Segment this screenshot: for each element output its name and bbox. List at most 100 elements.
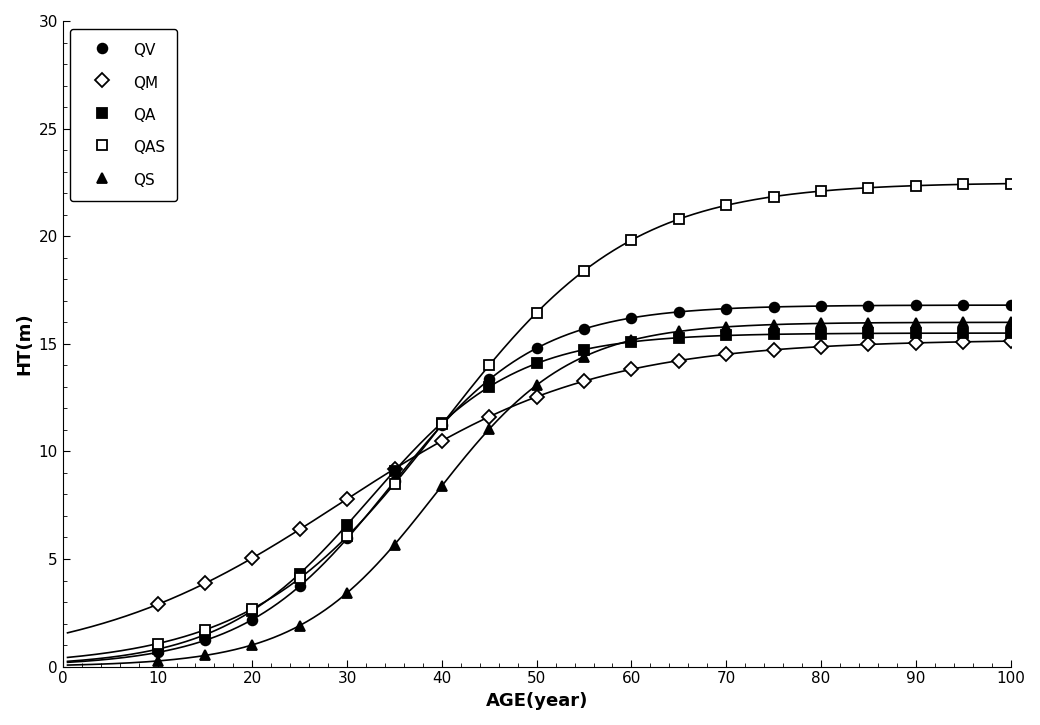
QA bbox=[910, 329, 922, 338]
QM bbox=[720, 350, 732, 359]
QAS bbox=[199, 626, 211, 634]
QA bbox=[483, 382, 495, 391]
QA bbox=[673, 334, 685, 342]
QS bbox=[341, 589, 354, 597]
QM bbox=[814, 342, 827, 351]
QAS bbox=[483, 361, 495, 370]
QV bbox=[341, 534, 354, 543]
QS bbox=[530, 381, 543, 389]
QS bbox=[768, 320, 780, 329]
QM bbox=[578, 377, 591, 386]
QS bbox=[862, 318, 875, 327]
QM bbox=[768, 345, 780, 354]
QV bbox=[152, 648, 164, 657]
Line: QAS: QAS bbox=[153, 179, 1015, 648]
QS bbox=[910, 318, 922, 327]
QV bbox=[720, 304, 732, 313]
QAS bbox=[1005, 179, 1017, 188]
QM bbox=[957, 338, 969, 347]
QA bbox=[530, 359, 543, 368]
QA bbox=[578, 345, 591, 354]
QA bbox=[720, 331, 732, 340]
Line: QV: QV bbox=[153, 300, 1015, 658]
QV bbox=[578, 325, 591, 334]
QM bbox=[673, 356, 685, 365]
QM bbox=[530, 392, 543, 401]
QA bbox=[341, 521, 354, 529]
QM bbox=[483, 413, 495, 421]
QS bbox=[199, 651, 211, 660]
Line: QM: QM bbox=[153, 336, 1015, 609]
QA bbox=[957, 328, 969, 337]
QA bbox=[862, 329, 875, 338]
QV bbox=[436, 420, 448, 429]
QS bbox=[578, 352, 591, 361]
Line: QA: QA bbox=[153, 328, 1015, 654]
QV bbox=[483, 375, 495, 384]
QAS bbox=[530, 308, 543, 317]
QAS bbox=[293, 574, 306, 583]
QA bbox=[246, 606, 259, 615]
QAS bbox=[578, 266, 591, 275]
QM bbox=[862, 340, 875, 349]
QA bbox=[293, 569, 306, 578]
QAS bbox=[957, 180, 969, 189]
QV bbox=[530, 344, 543, 352]
QV bbox=[910, 301, 922, 310]
QA bbox=[152, 645, 164, 653]
QS bbox=[388, 540, 400, 549]
QM bbox=[293, 525, 306, 534]
Legend: QV, QM, QA, QAS, QS: QV, QM, QA, QAS, QS bbox=[71, 29, 178, 202]
QA bbox=[814, 329, 827, 338]
QS bbox=[246, 641, 259, 650]
QAS bbox=[673, 215, 685, 223]
QA bbox=[199, 631, 211, 639]
QA bbox=[625, 338, 638, 347]
QS bbox=[436, 481, 448, 490]
QV bbox=[814, 302, 827, 310]
QS bbox=[673, 327, 685, 336]
QM bbox=[341, 494, 354, 503]
QM bbox=[436, 436, 448, 445]
Line: QS: QS bbox=[153, 318, 1015, 666]
QAS bbox=[862, 183, 875, 192]
QA bbox=[1005, 328, 1017, 337]
QS bbox=[1005, 318, 1017, 327]
QV bbox=[768, 302, 780, 311]
QS bbox=[814, 319, 827, 328]
QV bbox=[957, 301, 969, 310]
QM bbox=[246, 554, 259, 563]
QA bbox=[768, 330, 780, 339]
QV bbox=[862, 301, 875, 310]
QV bbox=[246, 616, 259, 624]
QAS bbox=[720, 201, 732, 210]
QM bbox=[152, 600, 164, 609]
Y-axis label: HT(m): HT(m) bbox=[15, 312, 33, 375]
QAS bbox=[910, 181, 922, 190]
QM bbox=[1005, 336, 1017, 345]
QAS bbox=[341, 532, 354, 541]
QV bbox=[199, 636, 211, 645]
QS bbox=[152, 657, 164, 666]
QAS bbox=[246, 605, 259, 613]
QS bbox=[720, 323, 732, 331]
QV bbox=[1005, 301, 1017, 310]
QAS bbox=[814, 187, 827, 196]
QS bbox=[483, 425, 495, 434]
QS bbox=[625, 336, 638, 344]
QS bbox=[957, 318, 969, 327]
QM bbox=[910, 339, 922, 347]
QV bbox=[293, 581, 306, 590]
QV bbox=[388, 477, 400, 486]
QA bbox=[436, 418, 448, 427]
QAS bbox=[436, 420, 448, 429]
QAS bbox=[388, 479, 400, 488]
QM bbox=[388, 465, 400, 473]
QAS bbox=[625, 236, 638, 244]
QS bbox=[293, 621, 306, 630]
QM bbox=[199, 579, 211, 588]
QV bbox=[625, 314, 638, 323]
QV bbox=[673, 307, 685, 316]
QAS bbox=[152, 639, 164, 648]
X-axis label: AGE(year): AGE(year) bbox=[486, 692, 588, 710]
